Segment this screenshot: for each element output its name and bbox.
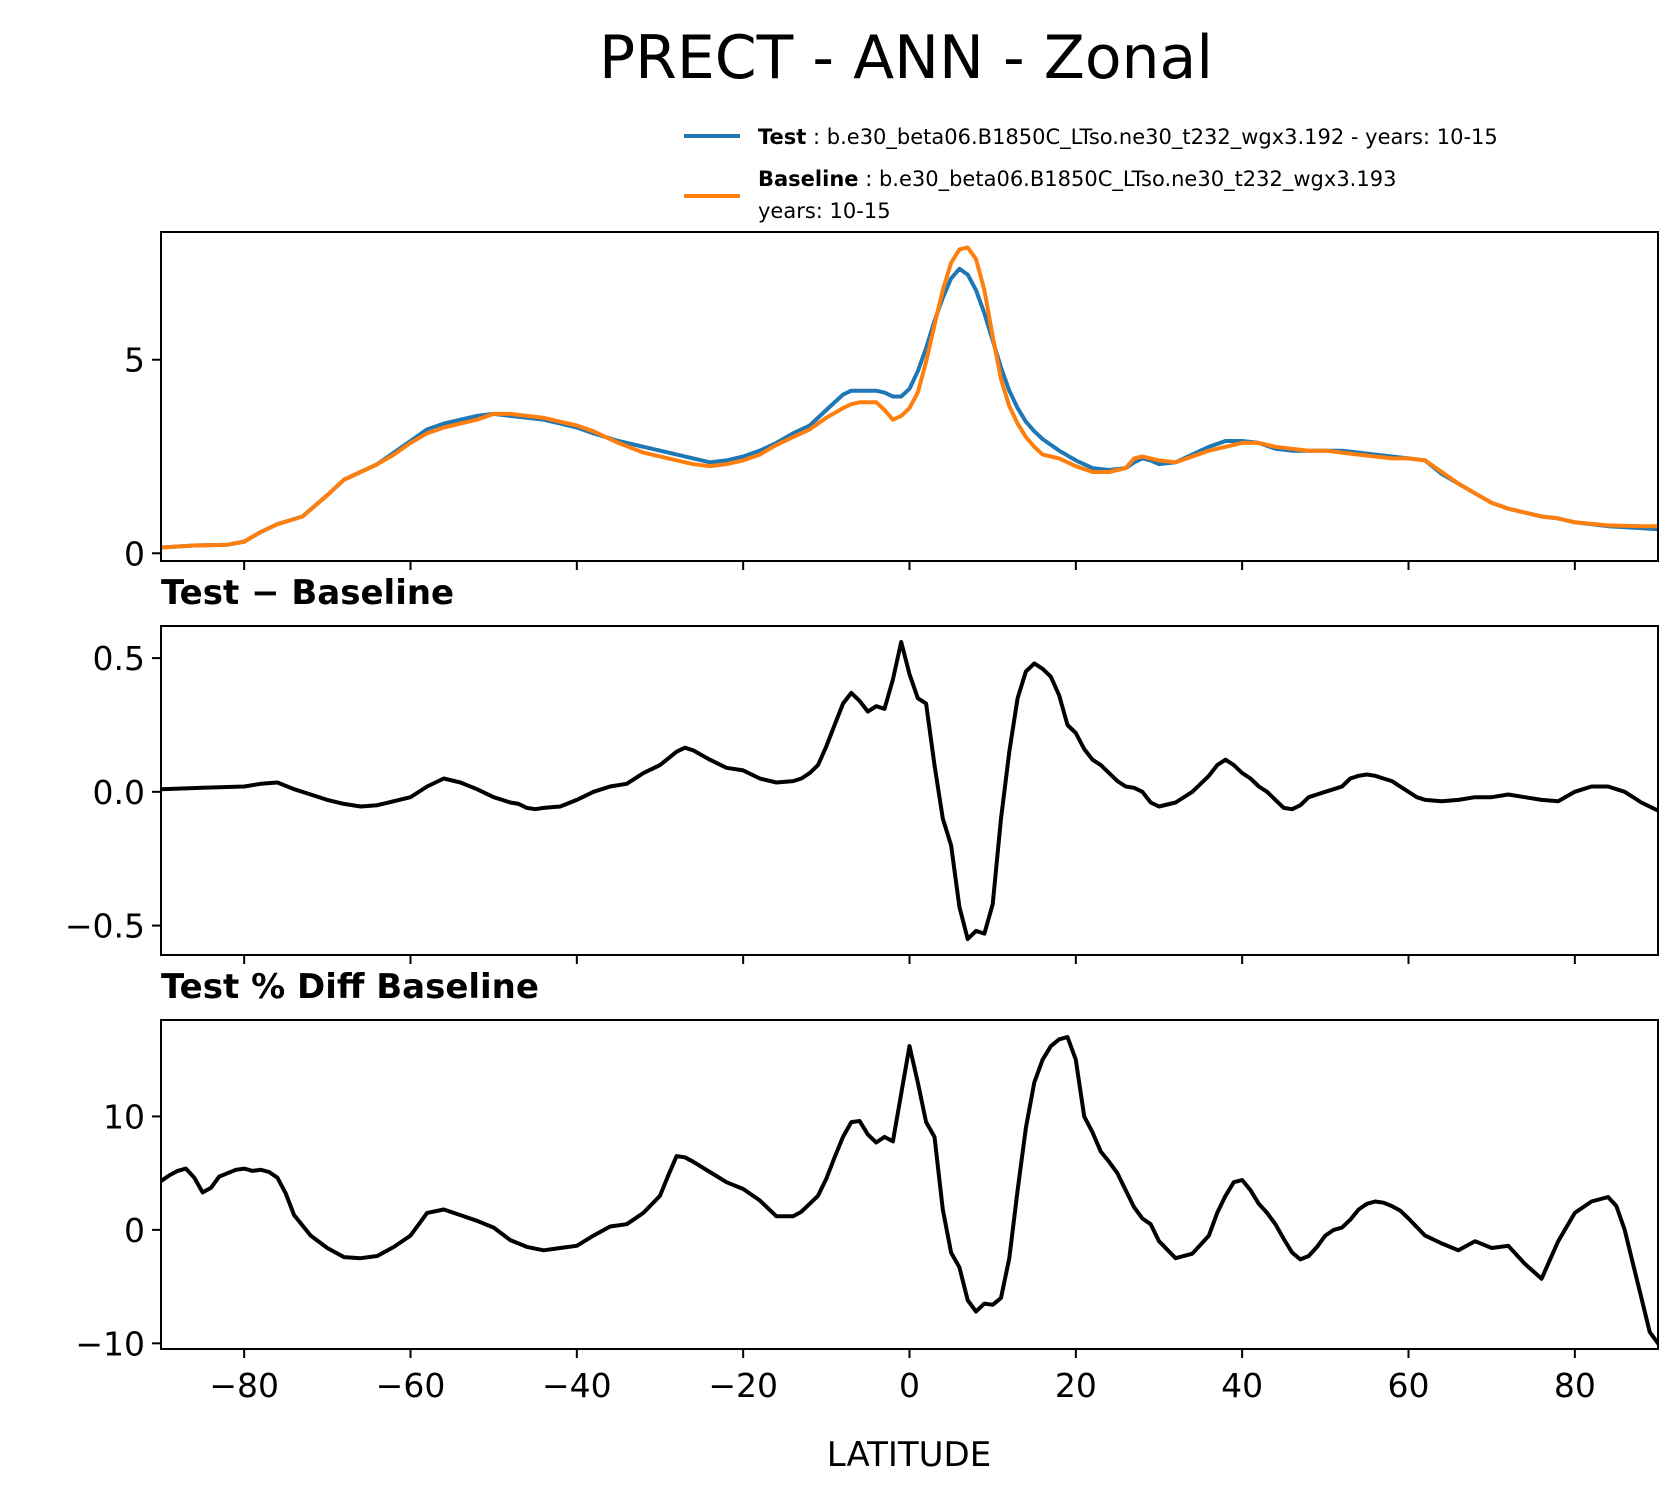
legend-test-text: : b.e30_beta06.B1850C_LTso.ne30_t232_wgx… [813, 125, 1498, 150]
x-tick-label: 0 [899, 1366, 920, 1405]
legend-baseline-label: Baseline [758, 167, 859, 191]
percent-difference-panel: Test % Diff Baseline −10 0 10 −80 −60 −40 −20 0 2… [75, 967, 1659, 1405]
legend-test-entry: Test : b.e30_beta06.B1850C_LTso.ne30_t23… [758, 125, 1498, 150]
legend: Test : b.e30_beta06.B1850C_LTso.ne30_t23… [684, 125, 1498, 223]
x-tick-label: 20 [1055, 1366, 1097, 1405]
difference-panel: Test − Baseline −0.5 0.0 0.5 [65, 573, 1659, 964]
figure-title: PRECT - ANN - Zonal [599, 23, 1213, 93]
zonal-mean-y-tick-label: 5 [124, 341, 145, 380]
x-tick-label: −60 [376, 1366, 446, 1405]
x-tick-label: −40 [542, 1366, 612, 1405]
percent-difference-series-line [161, 1035, 1658, 1346]
legend-test-label: Test [758, 125, 806, 149]
x-tick-label: 60 [1388, 1366, 1430, 1405]
difference-axes-frame [160, 625, 1659, 956]
x-tick-label: 40 [1221, 1366, 1263, 1405]
percent-difference-panel-title: Test % Diff Baseline [161, 967, 539, 1007]
x-tick-label: −20 [708, 1366, 778, 1405]
percent-difference-y-tick-label: 0 [124, 1211, 145, 1250]
zonal-mean-y-tick-label: 0 [124, 534, 145, 573]
difference-y-tick-label: 0.5 [93, 639, 145, 678]
x-tick-label: 80 [1554, 1366, 1596, 1405]
percent-difference-axes-frame [160, 1019, 1659, 1350]
difference-y-tick-label: 0.0 [93, 773, 145, 812]
difference-panel-title: Test − Baseline [161, 573, 454, 613]
zonal-mean-series-baseline [161, 245, 1658, 550]
legend-baseline-entry: Baseline : b.e30_beta06.B1850C_LTso.ne30… [758, 167, 1396, 192]
legend-baseline-text: : b.e30_beta06.B1850C_LTso.ne30_t232_wgx… [865, 167, 1396, 192]
difference-series-line [161, 640, 1658, 941]
zonal-mean-axes-frame [160, 231, 1659, 562]
legend-baseline-years: years: 10-15 [758, 199, 891, 223]
zonal-mean-panel: 05 [124, 231, 1659, 573]
x-axis-label: LATITUDE [827, 1435, 991, 1475]
difference-y-tick-label: −0.5 [65, 907, 145, 946]
x-tick-label: −80 [209, 1366, 279, 1405]
percent-difference-y-tick-label: 10 [103, 1097, 145, 1136]
percent-difference-y-tick-label: −10 [75, 1324, 145, 1363]
